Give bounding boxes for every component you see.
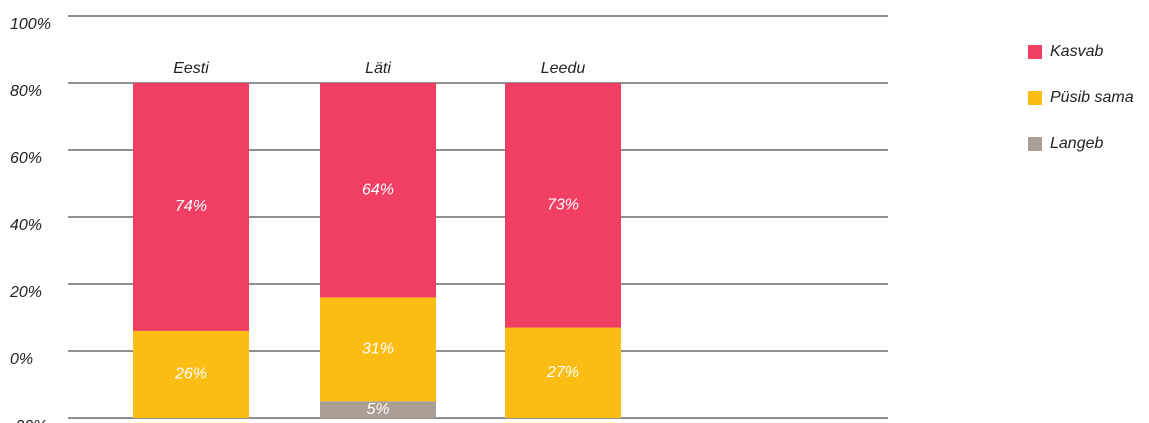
legend-label: Kasvab: [1050, 43, 1103, 60]
data-label: 64%: [362, 181, 394, 198]
bar-segment: [133, 83, 249, 331]
legend-label: Langeb: [1050, 135, 1103, 152]
legend-swatch: [1028, 45, 1042, 59]
data-label: 26%: [174, 366, 207, 383]
bar-segment: [320, 401, 436, 418]
data-label: 31%: [362, 341, 394, 358]
data-label: 73%: [547, 196, 579, 213]
y-tick-label: 100%: [10, 16, 51, 33]
data-label: 27%: [546, 364, 579, 381]
y-tick-label: 60%: [10, 150, 42, 167]
bar-segment: [505, 327, 621, 418]
category-label: Eesti: [173, 60, 209, 77]
bar-segment: [505, 83, 621, 328]
legend-swatch: [1028, 91, 1042, 105]
category-label: Leedu: [541, 60, 586, 77]
y-tick-label: 40%: [10, 217, 42, 234]
legend-label: Püsib sama: [1050, 89, 1134, 106]
category-label: Läti: [365, 60, 391, 77]
legend-swatch: [1028, 137, 1042, 151]
y-tick-label: 0%: [10, 351, 33, 368]
data-label: 74%: [175, 198, 207, 215]
data-label: 5%: [366, 401, 389, 418]
bar-segment: [320, 83, 436, 298]
y-tick-label: 20%: [9, 284, 42, 301]
y-tick-label: -20%: [10, 418, 47, 423]
y-tick-label: 80%: [10, 83, 42, 100]
bar-segment: [133, 330, 249, 418]
bar-segment: [320, 297, 436, 402]
